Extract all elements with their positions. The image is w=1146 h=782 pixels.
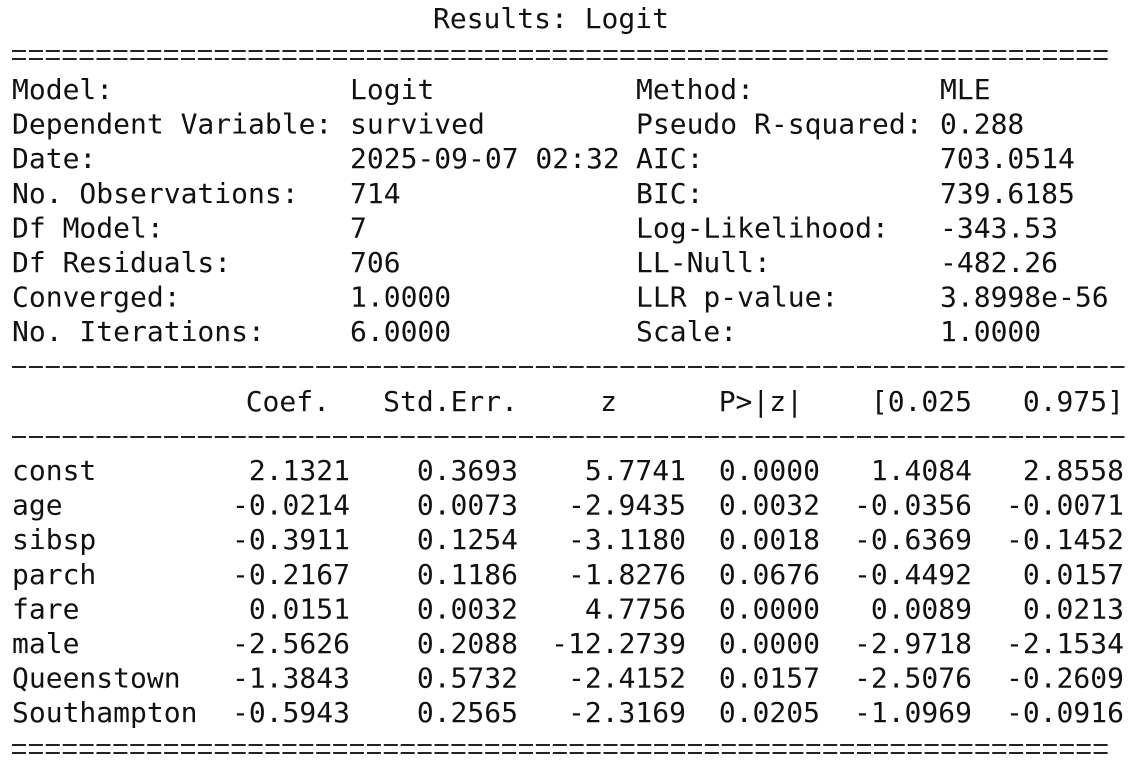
cell: 0.0032: [719, 489, 820, 522]
cell: 0.0213: [1023, 592, 1124, 625]
info-value: MLE: [940, 73, 991, 106]
info-label: LL-Null:: [636, 246, 771, 279]
cell: 0.0157: [719, 662, 820, 695]
row-label: parch: [12, 558, 96, 591]
row-label: Queenstown: [12, 662, 181, 695]
cell: -0.4492: [854, 558, 972, 591]
cell: -0.0071: [1006, 489, 1124, 522]
cell: 0.0018: [719, 523, 820, 556]
cell: -0.0214: [232, 489, 350, 522]
info-value: -482.26: [940, 246, 1058, 279]
info-label: LLR p-value:: [636, 281, 838, 314]
cell: -1.0969: [854, 696, 972, 729]
info-value: 7: [350, 211, 367, 244]
column-header: [0.025: [871, 385, 972, 418]
row-label: age: [12, 489, 63, 522]
cell: 2.1321: [249, 454, 350, 487]
info-label: Method:: [636, 73, 754, 106]
cell: -0.0916: [1006, 696, 1124, 729]
cell: -2.9435: [568, 489, 686, 522]
info-value: 2025-09-07 02:32: [350, 142, 620, 175]
cell: 0.5732: [417, 662, 518, 695]
cell: -0.1452: [1006, 523, 1124, 556]
info-value: survived: [350, 108, 485, 141]
cell: 0.0676: [719, 558, 820, 591]
row-label: Southampton: [12, 696, 197, 729]
row-label: fare: [12, 592, 79, 625]
info-label: Scale:: [636, 315, 737, 348]
cell: -2.5626: [232, 627, 350, 660]
cell: 0.0205: [719, 696, 820, 729]
info-value: -343.53: [940, 211, 1058, 244]
cell: -2.3169: [568, 696, 686, 729]
info-value: 739.6185: [940, 177, 1075, 210]
info-value: 1.0000: [350, 281, 451, 314]
info-label: Df Model:: [12, 211, 164, 244]
column-header: Coef.: [246, 385, 330, 418]
info-label: Date:: [12, 142, 96, 175]
cell: -0.5943: [232, 696, 350, 729]
info-label: Converged:: [12, 281, 181, 314]
cell: 4.7756: [585, 592, 686, 625]
info-value: 1.0000: [940, 315, 1041, 348]
info-value: 3.8998e-56: [940, 281, 1109, 314]
column-header: Std.Err.: [383, 385, 518, 418]
cell: 0.0089: [871, 592, 972, 625]
cell: -0.2167: [232, 558, 350, 591]
info-label: Model:: [12, 73, 113, 106]
row-label: const: [12, 454, 96, 487]
title: Results: Logit: [433, 2, 669, 35]
cell: 0.0032: [417, 592, 518, 625]
cell: 5.7741: [585, 454, 686, 487]
cell: -12.2739: [551, 627, 686, 660]
cell: 0.0151: [249, 592, 350, 625]
cell: -0.0356: [854, 489, 972, 522]
row-label: male: [12, 627, 79, 660]
cell: 0.0157: [1023, 558, 1124, 591]
cell: -0.6369: [854, 523, 972, 556]
cell: 0.0073: [417, 489, 518, 522]
info-label: BIC:: [636, 177, 703, 210]
cell: -3.1180: [568, 523, 686, 556]
cell: -2.9718: [854, 627, 972, 660]
cell: -1.3843: [232, 662, 350, 695]
cell: -2.4152: [568, 662, 686, 695]
info-label: Pseudo R-squared:: [636, 108, 923, 141]
cell: 2.8558: [1023, 454, 1124, 487]
info-value: 706: [350, 246, 401, 279]
cell: 0.2565: [417, 696, 518, 729]
info-value: 703.0514: [940, 142, 1075, 175]
info-value: 6.0000: [350, 315, 451, 348]
cell: -2.1534: [1006, 627, 1124, 660]
info-value: 714: [350, 177, 401, 210]
cell: 0.3693: [417, 454, 518, 487]
info-label: Dependent Variable:: [12, 108, 332, 141]
cell: 0.1186: [417, 558, 518, 591]
info-label: No. Iterations:: [12, 315, 265, 348]
cell: 0.0000: [719, 454, 820, 487]
column-header: P>|z|: [719, 385, 803, 418]
info-label: Log-Likelihood:: [636, 211, 889, 244]
column-header: 0.975]: [1023, 385, 1124, 418]
cell: 0.1254: [417, 523, 518, 556]
cell: 0.0000: [719, 627, 820, 660]
info-value: 0.288: [940, 108, 1024, 141]
info-label: No. Observations:: [12, 177, 299, 210]
cell: 1.4084: [871, 454, 972, 487]
info-value: Logit: [350, 73, 434, 106]
cell: -1.8276: [568, 558, 686, 591]
cell: -0.2609: [1006, 662, 1124, 695]
cell: -2.5076: [854, 662, 972, 695]
cell: 0.0000: [719, 592, 820, 625]
info-label: AIC:: [636, 142, 703, 175]
cell: 0.2088: [417, 627, 518, 660]
column-header: z: [600, 385, 617, 418]
row-label: sibsp: [12, 523, 96, 556]
info-label: Df Residuals:: [12, 246, 231, 279]
cell: -0.3911: [232, 523, 350, 556]
